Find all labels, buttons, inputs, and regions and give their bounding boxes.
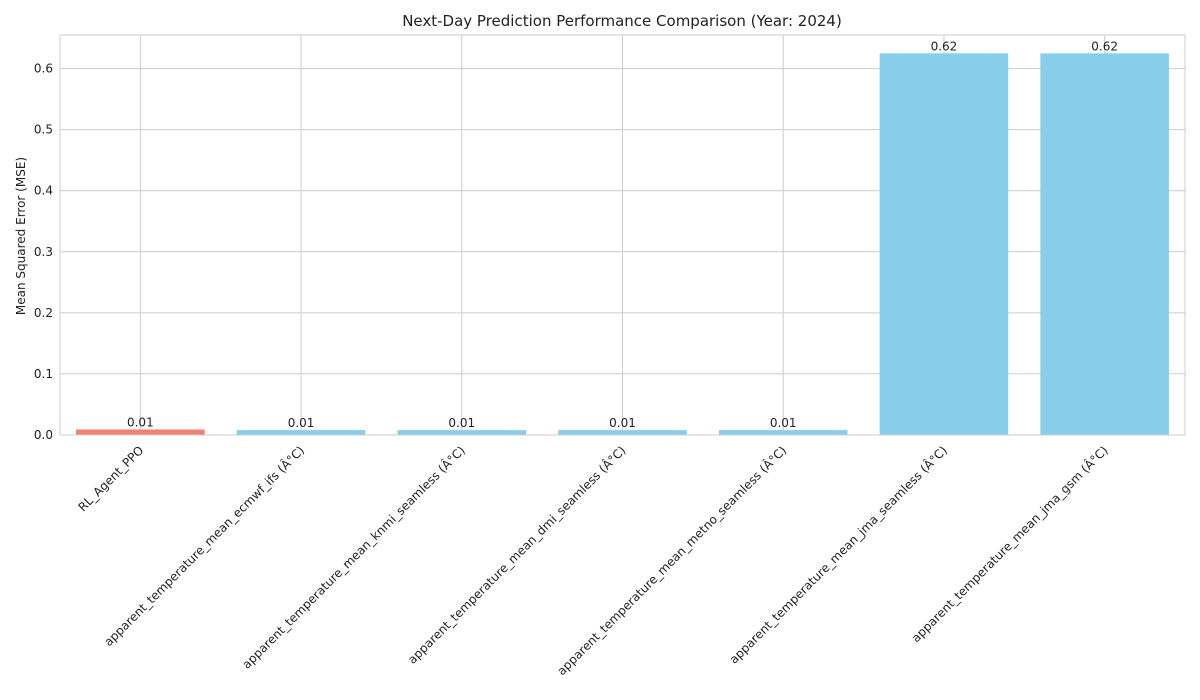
y-tick-label: 0.2	[34, 306, 53, 320]
bars	[76, 53, 1169, 435]
data-label: 0.01	[770, 416, 797, 430]
data-label: 0.01	[288, 416, 315, 430]
gridlines	[60, 35, 1185, 436]
y-tick-label: 0.0	[34, 428, 53, 442]
x-tick-label: RL_Agent_PPO	[75, 443, 146, 514]
bar	[879, 53, 1009, 435]
data-label: 0.01	[127, 416, 154, 430]
bar	[1040, 53, 1169, 435]
data-label: 0.01	[448, 416, 475, 430]
y-tick-label: 0.4	[34, 184, 53, 198]
bar	[718, 430, 848, 435]
data-label: 0.62	[1091, 39, 1118, 53]
data-labels: 0.01 0.01 0.01 0.01 0.01 0.62 0.62	[127, 39, 1118, 430]
x-tick-labels: RL_Agent_PPOapparent_temperature_mean_ec…	[75, 443, 1110, 679]
y-tick-label: 0.6	[34, 62, 53, 76]
plot-frame	[59, 34, 1186, 436]
data-label: 0.62	[931, 39, 958, 53]
y-tick-label: 0.3	[34, 245, 53, 259]
y-tick-labels: 0.0 0.1 0.2 0.3 0.4 0.5 0.6	[34, 62, 53, 442]
bar	[76, 429, 205, 435]
bar	[558, 430, 687, 435]
bar	[236, 430, 366, 435]
y-axis-label: Mean Squared Error (MSE)	[14, 157, 28, 315]
bar	[397, 430, 527, 435]
x-tick-label: apparent_temperature_mean_ecmwf_ifs (Â°C…	[101, 443, 308, 650]
y-tick-label: 0.5	[34, 123, 53, 137]
x-tick-label: apparent_temperature_mean_jma_gsm (Â°C)	[908, 443, 1111, 646]
y-tick-label: 0.1	[34, 367, 53, 381]
data-label: 0.01	[609, 416, 636, 430]
chart-title: Next-Day Prediction Performance Comparis…	[402, 12, 842, 30]
